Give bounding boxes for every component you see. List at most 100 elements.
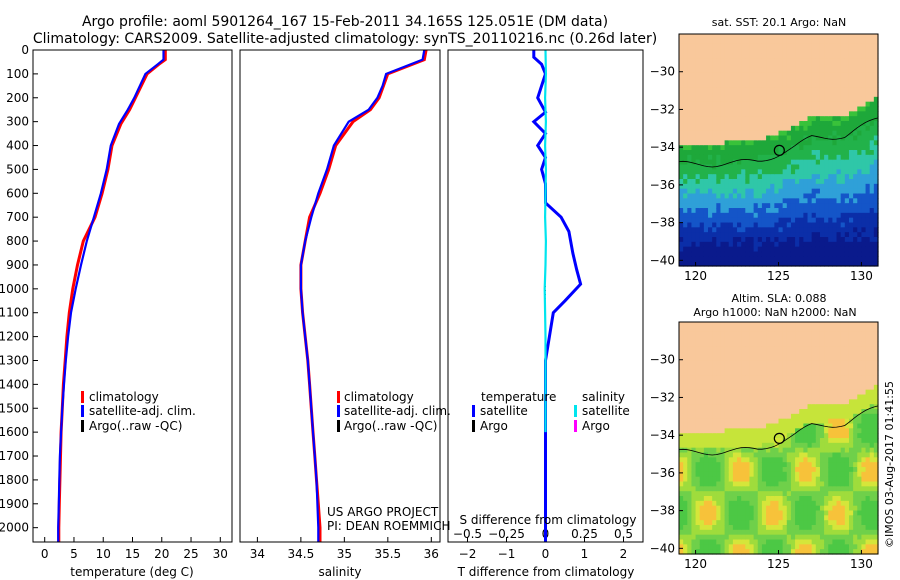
map-cell	[753, 380, 759, 386]
map-cell	[695, 125, 701, 132]
map-cell	[728, 481, 734, 487]
map-cell	[708, 409, 713, 415]
map-cell	[815, 256, 821, 262]
map-cell	[815, 486, 821, 492]
map-cell	[708, 101, 713, 108]
map-cell	[724, 331, 730, 338]
map-cell	[761, 500, 767, 507]
map-cell	[712, 428, 717, 434]
map-cell	[741, 394, 746, 400]
map-cell	[803, 261, 809, 267]
map-cell	[836, 38, 842, 45]
map-cell	[766, 467, 771, 473]
map-cell	[732, 111, 738, 117]
map-cell	[786, 77, 792, 83]
map-cell	[840, 500, 846, 507]
map-cell	[799, 365, 804, 371]
map-cell	[803, 520, 809, 526]
map-cell	[732, 496, 738, 502]
series-line-0	[299, 49, 428, 542]
map-cell	[691, 106, 697, 112]
map-cell	[716, 409, 722, 415]
map-cell	[782, 500, 788, 507]
map-cell	[795, 481, 800, 487]
map-cell	[807, 355, 813, 362]
map-cell	[708, 106, 713, 112]
map-cell	[679, 193, 684, 199]
map-cell	[824, 409, 829, 415]
map-cell	[724, 505, 730, 512]
map-cell	[774, 116, 780, 122]
map-cell	[774, 72, 780, 79]
map-cell	[873, 140, 879, 146]
map-cell	[699, 520, 705, 526]
map-cell	[869, 164, 875, 170]
map-cell	[703, 198, 709, 204]
map-cell	[737, 101, 742, 108]
map-cell	[828, 341, 833, 347]
map-cell	[703, 63, 709, 69]
map-cell	[861, 159, 867, 166]
map-cell	[848, 164, 854, 170]
map-cell	[699, 500, 705, 507]
map-cell	[811, 183, 817, 190]
map-cell	[728, 101, 734, 108]
map-cell	[861, 164, 867, 170]
map-cell	[848, 505, 854, 512]
map-cell	[861, 130, 867, 137]
map-cell	[848, 150, 854, 156]
map-cell	[782, 63, 788, 69]
map-cell	[703, 208, 709, 214]
map-cell	[803, 169, 809, 175]
map-cell	[848, 87, 854, 93]
map-cell	[803, 130, 809, 137]
map-cell	[691, 159, 697, 166]
map-cell	[691, 251, 697, 257]
map-cell	[728, 418, 734, 425]
map-cell	[766, 462, 771, 468]
map-cell	[724, 360, 730, 367]
y-tick-label: 1700	[0, 449, 29, 463]
map-cell	[869, 336, 875, 342]
map-cell	[766, 96, 771, 103]
map-cell	[766, 399, 771, 405]
map-cell	[708, 179, 713, 185]
map-cell	[782, 164, 788, 170]
map-cell	[724, 38, 730, 45]
map-cell	[695, 355, 701, 362]
map-cell	[737, 471, 742, 478]
map-cell	[865, 121, 871, 127]
map-cell	[869, 462, 875, 468]
map-cell	[865, 222, 871, 228]
map-cell	[761, 409, 767, 415]
map-cell	[732, 72, 738, 79]
map-cell	[857, 433, 863, 439]
map-cell	[728, 505, 734, 512]
map-cell	[815, 116, 821, 122]
map-cell	[795, 418, 800, 425]
map-cell	[853, 457, 858, 463]
map-cell	[828, 154, 833, 161]
map-cell	[703, 188, 709, 195]
map-cell	[861, 63, 867, 69]
map-cell	[720, 539, 726, 545]
map-cell	[836, 351, 842, 357]
map-cell	[790, 322, 796, 328]
map-cell	[819, 72, 825, 79]
map-cell	[832, 365, 838, 371]
map-cell	[749, 341, 755, 347]
map-cell	[732, 515, 738, 521]
map-cell	[857, 529, 863, 536]
map-cell	[840, 222, 846, 228]
map-cell	[757, 203, 763, 209]
map-cell	[679, 38, 684, 45]
map-cell	[699, 326, 705, 333]
map-cell	[724, 140, 730, 146]
map-cell	[699, 208, 705, 214]
map-cell	[790, 43, 796, 50]
map-cell	[811, 525, 817, 531]
map-cell	[679, 515, 684, 521]
map-cell	[815, 529, 821, 536]
map-cell	[832, 212, 838, 219]
map-cell	[803, 232, 809, 238]
